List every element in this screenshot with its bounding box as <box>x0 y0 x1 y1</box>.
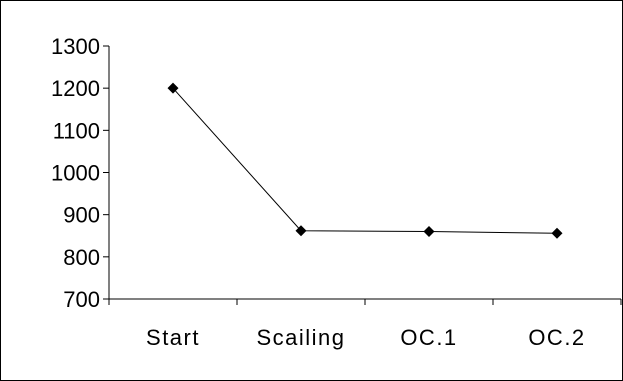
axes <box>108 46 621 300</box>
series-line <box>172 87 558 234</box>
x-tick-label: Scailing <box>256 325 345 350</box>
y-tick-label: 900 <box>63 203 100 228</box>
x-tick-label: Start <box>146 325 200 350</box>
y-tick-label: 1200 <box>51 76 100 101</box>
data-point-marker <box>167 82 179 94</box>
y-tick-label: 1000 <box>51 161 100 186</box>
data-point-marker <box>423 226 435 238</box>
y-axis-ticks: 1300 1200 1100 1000 900 800 700 <box>51 34 109 312</box>
y-tick-label: 1100 <box>53 118 100 143</box>
y-tick-label: 800 <box>63 245 100 270</box>
data-point-marker <box>295 225 307 237</box>
x-tick-label: OC.2 <box>528 325 585 350</box>
x-axis-ticks: Start Scailing OC.1 OC.2 <box>108 299 622 350</box>
y-tick-label: 700 <box>63 287 100 312</box>
data-point-marker <box>551 227 563 239</box>
x-tick-label: OC.1 <box>400 325 457 350</box>
series <box>167 82 563 239</box>
y-tick-label: 1300 <box>51 34 100 59</box>
